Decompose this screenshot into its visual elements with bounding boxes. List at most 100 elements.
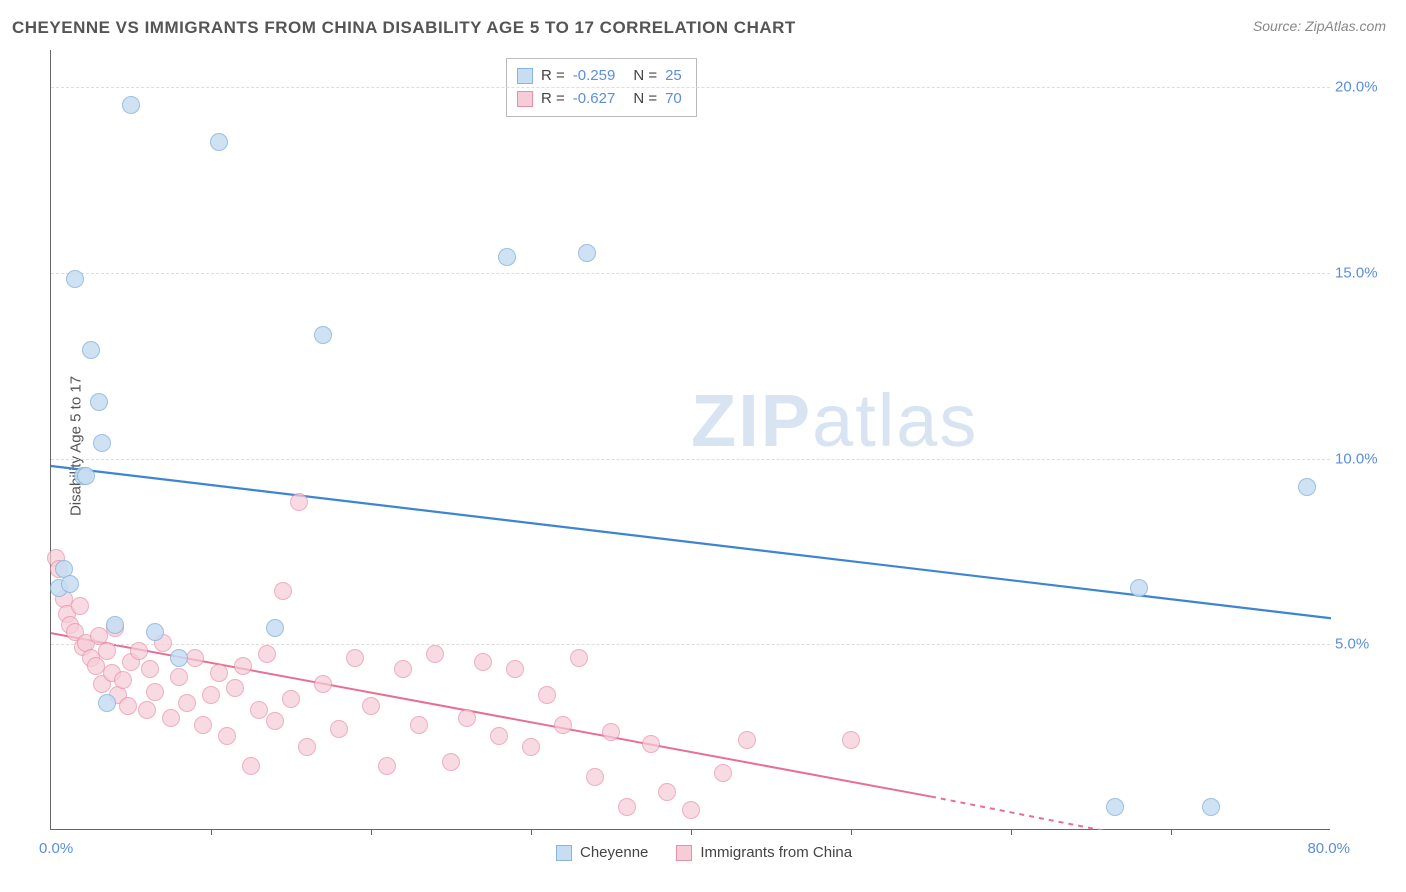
gridline — [51, 273, 1330, 274]
legend-item-china: Immigrants from China — [676, 844, 852, 861]
scatter-point-cheyenne — [61, 575, 79, 593]
scatter-point-china — [210, 664, 228, 682]
scatter-point-china — [410, 716, 428, 734]
scatter-point-cheyenne — [1130, 579, 1148, 597]
scatter-point-cheyenne — [1106, 798, 1124, 816]
x-axis-min-label: 0.0% — [39, 840, 73, 857]
scatter-point-china — [330, 720, 348, 738]
scatter-point-china — [98, 642, 116, 660]
legend-label: Immigrants from China — [700, 844, 852, 861]
swatch-cheyenne-icon — [517, 68, 533, 84]
x-tick — [851, 829, 852, 835]
scatter-point-china — [141, 660, 159, 678]
scatter-point-china — [186, 649, 204, 667]
scatter-point-china — [442, 753, 460, 771]
scatter-point-china — [178, 694, 196, 712]
stat-r-value: -0.259 — [573, 65, 616, 88]
scatter-point-china — [554, 716, 572, 734]
x-tick — [1171, 829, 1172, 835]
x-tick — [691, 829, 692, 835]
scatter-point-china — [458, 709, 476, 727]
scatter-point-china — [250, 701, 268, 719]
gridline — [51, 87, 1330, 88]
scatter-point-china — [258, 645, 276, 663]
scatter-point-china — [226, 679, 244, 697]
scatter-point-china — [218, 727, 236, 745]
scatter-point-cheyenne — [106, 616, 124, 634]
scatter-point-china — [570, 649, 588, 667]
scatter-point-cheyenne — [578, 244, 596, 262]
gridline — [51, 459, 1330, 460]
swatch-cheyenne-icon — [556, 845, 572, 861]
scatter-point-china — [602, 723, 620, 741]
scatter-point-china — [298, 738, 316, 756]
stat-label: N = — [633, 88, 657, 111]
stat-r-value: -0.627 — [573, 88, 616, 111]
stat-label: R = — [541, 88, 565, 111]
scatter-point-cheyenne — [77, 467, 95, 485]
swatch-china-icon — [676, 845, 692, 861]
scatter-point-cheyenne — [266, 619, 284, 637]
x-axis-max-label: 80.0% — [1307, 840, 1350, 857]
scatter-point-china — [738, 731, 756, 749]
scatter-point-china — [714, 764, 732, 782]
scatter-point-china — [522, 738, 540, 756]
scatter-point-cheyenne — [93, 434, 111, 452]
scatter-point-china — [274, 582, 292, 600]
scatter-point-china — [426, 645, 444, 663]
scatter-point-china — [202, 686, 220, 704]
scatter-point-china — [362, 697, 380, 715]
stat-n-value: 70 — [665, 88, 682, 111]
scatter-point-china — [394, 660, 412, 678]
scatter-point-china — [346, 649, 364, 667]
x-tick — [211, 829, 212, 835]
scatter-point-cheyenne — [98, 694, 116, 712]
watermark-bold: ZIP — [691, 379, 812, 462]
scatter-point-china — [642, 735, 660, 753]
plot-area: ZIPatlas R = -0.259 N = 25 R = -0.627 N … — [50, 50, 1330, 830]
series-legend: Cheyenne Immigrants from China — [556, 844, 852, 861]
scatter-point-china — [538, 686, 556, 704]
scatter-point-china — [506, 660, 524, 678]
watermark-light: atlas — [812, 379, 978, 462]
stat-label: R = — [541, 65, 565, 88]
watermark: ZIPatlas — [691, 378, 978, 463]
scatter-point-china — [114, 671, 132, 689]
scatter-point-china — [378, 757, 396, 775]
y-tick-label: 15.0% — [1335, 264, 1390, 281]
scatter-point-china — [138, 701, 156, 719]
scatter-point-china — [586, 768, 604, 786]
legend-label: Cheyenne — [580, 844, 648, 861]
scatter-point-cheyenne — [210, 133, 228, 151]
scatter-point-cheyenne — [498, 248, 516, 266]
scatter-point-cheyenne — [66, 270, 84, 288]
scatter-point-cheyenne — [90, 393, 108, 411]
scatter-point-china — [474, 653, 492, 671]
scatter-point-china — [618, 798, 636, 816]
scatter-point-china — [658, 783, 676, 801]
stat-n-value: 25 — [665, 65, 682, 88]
scatter-point-cheyenne — [146, 623, 164, 641]
scatter-point-china — [266, 712, 284, 730]
scatter-point-china — [290, 493, 308, 511]
scatter-point-china — [170, 668, 188, 686]
source-attribution: Source: ZipAtlas.com — [1253, 18, 1386, 34]
scatter-point-china — [146, 683, 164, 701]
scatter-point-china — [682, 801, 700, 819]
scatter-point-china — [234, 657, 252, 675]
scatter-point-cheyenne — [1202, 798, 1220, 816]
scatter-point-cheyenne — [1298, 478, 1316, 496]
gridline — [51, 644, 1330, 645]
y-tick-label: 10.0% — [1335, 450, 1390, 467]
scatter-point-china — [490, 727, 508, 745]
scatter-point-china — [282, 690, 300, 708]
scatter-point-cheyenne — [82, 341, 100, 359]
chart-title: CHEYENNE VS IMMIGRANTS FROM CHINA DISABI… — [12, 18, 796, 38]
scatter-point-cheyenne — [314, 326, 332, 344]
x-tick — [1011, 829, 1012, 835]
y-tick-label: 5.0% — [1335, 636, 1390, 653]
scatter-point-china — [162, 709, 180, 727]
chart-container: CHEYENNE VS IMMIGRANTS FROM CHINA DISABI… — [0, 0, 1406, 892]
scatter-point-china — [842, 731, 860, 749]
y-tick-label: 20.0% — [1335, 79, 1390, 96]
